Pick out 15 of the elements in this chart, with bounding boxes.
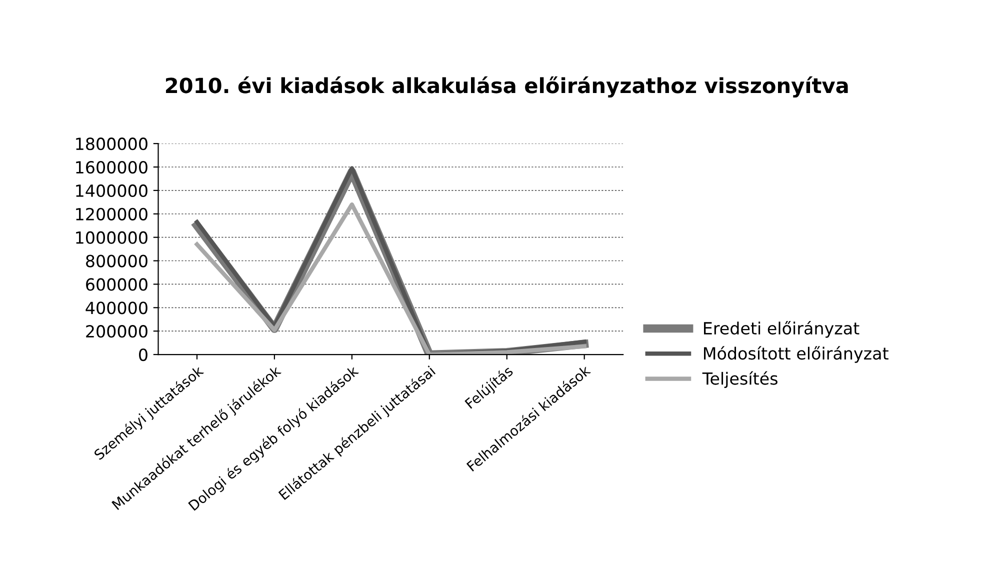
y-tick-label: 800000 bbox=[86, 254, 148, 268]
line-series bbox=[194, 202, 586, 355]
legend-label: Eredeti előirányzat bbox=[704, 321, 860, 338]
y-tick-label: 400000 bbox=[86, 302, 148, 314]
legend-label: Módosított előirányzat bbox=[704, 346, 888, 363]
y-tick-label: 1400000 bbox=[76, 184, 148, 198]
chart-title: 2010. évi kiadások alkakulása előirányzathoz visszonyítva bbox=[166, 76, 848, 98]
legend-label: Teljesítés bbox=[702, 371, 778, 388]
y-tick-label: 0 bbox=[139, 348, 148, 362]
y-tick-label: 1200000 bbox=[76, 208, 148, 220]
y-tick-label: 1000000 bbox=[76, 231, 148, 244]
y-tick-label: 1600000 bbox=[76, 160, 148, 174]
y-tick-label: 600000 bbox=[86, 278, 148, 291]
y-tick-label: 1800000 bbox=[76, 138, 148, 150]
y-tick-label: 200000 bbox=[86, 325, 148, 338]
